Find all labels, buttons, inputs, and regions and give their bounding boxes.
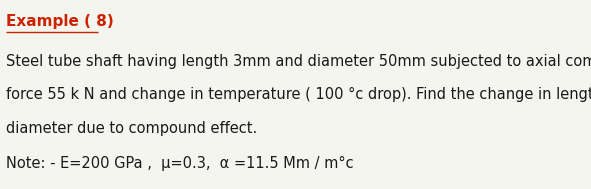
Text: diameter due to compound effect.: diameter due to compound effect. (7, 121, 258, 136)
Text: Steel tube shaft having length 3mm and diameter 50mm subjected to axial compress: Steel tube shaft having length 3mm and d… (7, 53, 591, 69)
Text: force 55 k N and change in temperature ( 100 °c drop). Find the change in length: force 55 k N and change in temperature (… (7, 87, 591, 102)
Text: Example ( 8): Example ( 8) (7, 14, 114, 29)
Text: Note: - E=200 GPa ,  μ=0.3,  α =11.5 Mm / m°c: Note: - E=200 GPa , μ=0.3, α =11.5 Mm / … (7, 156, 354, 171)
